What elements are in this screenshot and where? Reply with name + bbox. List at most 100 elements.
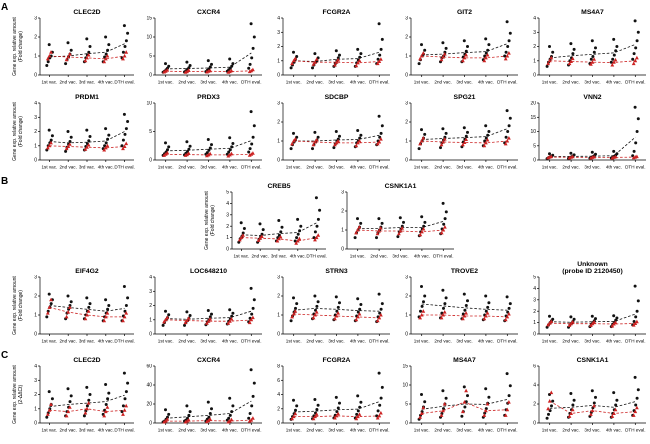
svg-text:3: 3 <box>277 275 280 281</box>
plot-title: PRDM1 <box>75 93 99 101</box>
black-median-line <box>421 43 508 56</box>
y-ticks: 0 1 2 3 4 5 <box>533 275 539 338</box>
svg-text:2: 2 <box>533 309 536 315</box>
svg-text:DTH eval.: DTH eval. <box>241 80 261 85</box>
black-median-line <box>293 401 380 413</box>
svg-text:3rd vac.: 3rd vac. <box>584 165 600 170</box>
y-ticks: 0 5 10 15 20 <box>530 101 539 164</box>
svg-text:0: 0 <box>533 158 536 164</box>
x-tick-labels: 1st vac. 2nd vac. 3rd vac. 4th vac. DTH eval… <box>286 334 390 344</box>
svg-text:5: 5 <box>149 129 152 135</box>
subplot-strn3: STRN3 0 1 2 3 1st vac. 2nd vac. 3rd vac. 4th vac… <box>266 262 394 347</box>
y-ticks: 0 5 10 <box>146 101 155 164</box>
svg-text:1st vac.: 1st vac. <box>350 254 366 259</box>
svg-text:1: 1 <box>277 58 280 64</box>
svg-text:3: 3 <box>277 30 280 36</box>
y-ticks: 0 1 2 3 4 <box>149 275 155 338</box>
svg-text:2: 2 <box>226 224 229 230</box>
x-tick-labels: 1st vac. 2nd vac. 3rd vac. 4th vac. DTH eval… <box>414 160 518 170</box>
svg-text:2nd vac.: 2nd vac. <box>434 428 451 433</box>
red-median-line <box>549 322 636 325</box>
svg-text:3rd vac.: 3rd vac. <box>328 165 344 170</box>
svg-text:1: 1 <box>405 313 408 319</box>
y-ticks: 0 5 10 15 <box>402 364 411 427</box>
black-median-line <box>549 136 636 158</box>
x-tick-labels: 1st vac. 2nd vac. 3rd vac. 4th vac. DTH eval… <box>41 160 135 170</box>
plot-row: EIF4G2 0 1 2 3 1st vac. 2nd vac. 3rd vac. 4th va… <box>10 261 650 347</box>
black-points <box>45 285 130 323</box>
black-points <box>545 105 640 161</box>
black-points <box>45 24 130 67</box>
svg-text:2: 2 <box>341 209 344 215</box>
svg-text:1st vac.: 1st vac. <box>286 165 302 170</box>
svg-text:4th vac.: 4th vac. <box>222 165 238 170</box>
svg-text:1st vac.: 1st vac. <box>542 339 558 344</box>
y-ticks: 0 1 2 3 <box>405 275 411 338</box>
x-tick-labels: 1st vac. 2nd vac. 3rd vac. 4th vac. DTH eval… <box>414 423 518 433</box>
x-tick-labels: 1st vac. 2nd vac. 3rd vac. 4th vac. DTH eval… <box>286 423 390 433</box>
svg-text:1: 1 <box>277 313 280 319</box>
y-ticks: 0 1 2 3 4 <box>34 364 40 427</box>
plot-canvas: 0 5 10 15 1st vac. 2nd vac. 3rd vac. 4th vac. DT… <box>146 16 262 85</box>
black-median-line <box>421 399 508 410</box>
svg-text:4th vac.: 4th vac. <box>350 339 366 344</box>
plot-title: CLEC2D <box>73 356 101 364</box>
black-points <box>417 372 512 421</box>
subplot-csnk1a1: CSNK1A1 0 1 2 3 1st vac. 2nd vac. 3rd vac. 4th v… <box>330 177 458 262</box>
svg-text:3rd vac.: 3rd vac. <box>328 80 344 85</box>
svg-text:0: 0 <box>277 158 280 164</box>
black-median-line <box>549 313 636 323</box>
svg-text:3rd vac.: 3rd vac. <box>328 428 344 433</box>
plot-title: CXCR4 <box>196 356 221 364</box>
plot-canvas: 0 1 2 3 4 5 1st vac. 2nd vac. 3rd vac. 4th vac. DT… <box>533 275 646 344</box>
subplot-csnk1a1: CSNK1A1 0 2 4 6 1st vac. 2nd vac. 3rd vac. 4th v… <box>522 351 650 436</box>
svg-text:3rd vac.: 3rd vac. <box>456 428 472 433</box>
red-points <box>45 50 129 64</box>
svg-text:1st vac.: 1st vac. <box>414 339 430 344</box>
svg-text:2: 2 <box>405 294 408 300</box>
red-median-line <box>421 140 508 144</box>
red-points <box>418 136 511 148</box>
svg-text:3rd vac.: 3rd vac. <box>200 428 216 433</box>
red-median-line <box>293 140 380 144</box>
svg-text:3rd vac.: 3rd vac. <box>456 339 472 344</box>
plot-canvas: 0 5 10 1st vac. 2nd vac. 3rd vac. 4th vac. DTH … <box>146 101 262 170</box>
svg-text:3: 3 <box>34 275 37 281</box>
svg-text:Gene exp. relative amount: Gene exp. relative amount <box>12 102 18 161</box>
red-points <box>237 233 321 245</box>
svg-text:0: 0 <box>149 73 152 79</box>
plot-title: FCGR2A <box>322 8 351 16</box>
svg-text:3: 3 <box>405 16 408 22</box>
svg-text:(Fold change): (Fold change) <box>210 205 216 236</box>
svg-text:0: 0 <box>405 158 408 164</box>
red-points <box>546 154 639 160</box>
svg-text:4th vac.: 4th vac. <box>606 428 622 433</box>
svg-text:3rd vac.: 3rd vac. <box>271 254 287 259</box>
subplot-fcgr2a: FCGR2A 0 1 2 3 4 1st vac. 2nd vac. 3rd vac. 4th v… <box>266 3 394 88</box>
svg-text:3: 3 <box>405 275 408 281</box>
svg-text:1st vac.: 1st vac. <box>233 254 249 259</box>
svg-text:2: 2 <box>405 120 408 126</box>
plot-title: FCGR2A <box>322 356 351 364</box>
svg-text:3rd vac.: 3rd vac. <box>79 165 95 170</box>
svg-text:3rd vac.: 3rd vac. <box>584 339 600 344</box>
svg-text:1st vac.: 1st vac. <box>158 165 174 170</box>
plot-canvas: 0 20 40 60 1st vac. 2nd vac. 3rd vac. 4th vac. D… <box>146 364 262 433</box>
svg-text:4th vac.: 4th vac. <box>222 428 238 433</box>
red-points <box>162 416 255 424</box>
subplot-git2: GIT2 0 1 2 3 1st vac. 2nd vac. 3rd vac. 4th vac.… <box>394 3 522 88</box>
y-axis-label: Gene exp. relative amount (2-ΔΔCt) <box>12 365 24 424</box>
plot-title: CSNK1A1 <box>384 182 417 190</box>
red-points <box>546 390 639 418</box>
plot-row: PRDM1 0 1 2 3 4 1st vac. 2nd vac. 3rd vac. 4th va… <box>10 88 650 173</box>
svg-text:1: 1 <box>405 54 408 60</box>
subplot-sdcbp: SDCBP 0 1 2 3 1st vac. 2nd vac. 3rd vac. 4th vac… <box>266 88 394 173</box>
plot-title: CSNK1A1 <box>576 356 609 364</box>
red-median-line <box>165 419 252 422</box>
svg-text:1: 1 <box>226 235 229 241</box>
